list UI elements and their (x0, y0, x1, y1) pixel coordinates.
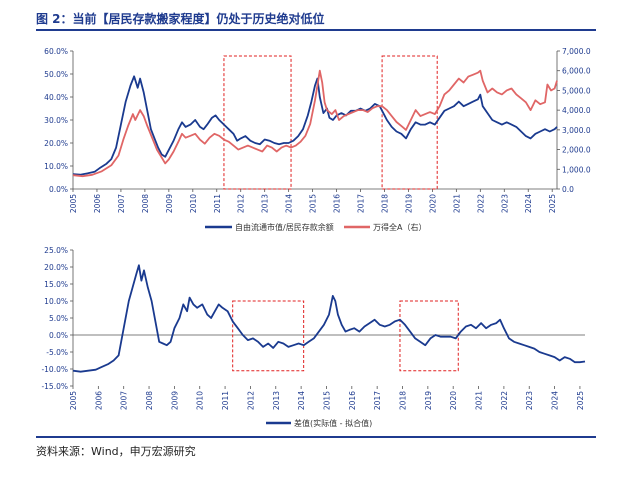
highlight-box (399, 300, 459, 372)
source-note: 资料来源：Wind，申万宏源研究 (36, 445, 196, 458)
top-chart: 0.0% 10.0% 20.0% 30.0% 40.0% 50.0% 60.0% 0.0 1,0… (44, 47, 591, 232)
y-right-tick-label: 3,000.0 (562, 126, 591, 135)
y-right-tick-label: 5,000.0 (562, 86, 591, 95)
y-left-tick-label: 20.0% (44, 139, 68, 148)
x-tick-label: 2014 (297, 391, 306, 410)
series-line-1 (72, 264, 586, 373)
x-tick-label: 2023 (500, 194, 509, 213)
x-tick-label: 2021 (452, 194, 461, 213)
legend-label-1: 差值(实际值 - 拟合值) (294, 418, 372, 428)
x-tick-label: 2011 (221, 391, 230, 410)
x-tick-label: 2005 (69, 194, 78, 213)
x-tick-label: 2021 (475, 391, 484, 410)
x-tick-label: 2022 (500, 391, 509, 410)
x-tick-label: 2006 (93, 194, 102, 213)
x-tick-label: 2012 (237, 194, 246, 213)
x-tick-label: 2005 (69, 391, 78, 410)
x-tick-label: 2020 (449, 391, 458, 410)
x-tick-label: 2022 (476, 194, 485, 213)
x-tick-label: 2016 (348, 391, 357, 410)
x-tick-label: 2024 (551, 391, 560, 410)
x-tick-label: 2020 (428, 194, 437, 213)
y-left-tick-label: 0.0% (49, 185, 68, 194)
y-right-tick-label: 7,000.0 (562, 47, 591, 56)
x-tick-label: 2006 (94, 391, 103, 410)
x-tick-label: 2018 (399, 391, 408, 410)
y-tick-label: 20.0% (44, 263, 68, 272)
x-tick-label: 2013 (261, 194, 270, 213)
x-tick-label: 2013 (272, 391, 281, 410)
x-tick-label: 2014 (285, 194, 294, 213)
y-tick-label: 0.0% (49, 331, 68, 340)
y-right-tick-label: 4,000.0 (562, 106, 591, 115)
y-right-tick-label: 1,000.0 (562, 165, 591, 174)
x-tick-label: 2016 (333, 194, 342, 213)
x-tick-label: 2010 (189, 194, 198, 213)
x-tick-label: 2008 (145, 391, 154, 410)
x-tick-label: 2023 (525, 391, 534, 410)
series-line-2 (72, 69, 558, 178)
title-rule (36, 29, 596, 31)
x-tick-label: 2018 (380, 194, 389, 213)
x-tick-label: 2007 (120, 391, 129, 410)
y-left-tick-label: 10.0% (44, 162, 68, 171)
y-tick-label: 5.0% (49, 314, 68, 323)
y-right-tick-label: 2,000.0 (562, 146, 591, 155)
y-left-tick-label: 50.0% (44, 70, 68, 79)
x-tick-label: 2011 (213, 194, 222, 213)
y-tick-label: -10.0% (41, 365, 68, 374)
y-right-tick-label: 0.0 (562, 185, 574, 194)
x-tick-label: 2007 (117, 194, 126, 213)
x-tick-label: 2010 (196, 391, 205, 410)
x-tick-label: 2009 (165, 194, 174, 213)
x-tick-label: 2019 (424, 391, 433, 410)
y-left-tick-label: 40.0% (44, 93, 68, 102)
figure-title: 图 2：当前【居民存款搬家程度】仍处于历史绝对低位 (36, 12, 325, 26)
x-tick-label: 2024 (524, 194, 533, 213)
y-right-tick-label: 6,000.0 (562, 67, 591, 76)
series-line-1 (72, 75, 558, 176)
highlight-box (232, 300, 305, 372)
x-tick-label: 2015 (322, 391, 331, 410)
y-tick-label: 25.0% (44, 246, 68, 255)
y-left-tick-label: 60.0% (44, 47, 68, 56)
x-tick-label: 2019 (404, 194, 413, 213)
y-tick-label: -15.0% (41, 382, 68, 391)
y-tick-label: 15.0% (44, 280, 68, 289)
legend-label-1: 自由流通市值/居民存款余额 (235, 222, 334, 232)
x-tick-label: 2008 (141, 194, 150, 213)
x-tick-label: 2012 (246, 391, 255, 410)
y-tick-label: -5.0% (46, 348, 68, 357)
x-tick-label: 2025 (576, 391, 585, 410)
x-tick-label: 2015 (309, 194, 318, 213)
x-tick-label: 2025 (548, 194, 557, 213)
highlight-box (223, 55, 292, 190)
x-tick-label: 2017 (373, 391, 382, 410)
bottom-chart: -15.0% -10.0% -5.0% 0.0% 5.0% 10.0% 15.0% 20.0%… (41, 246, 586, 428)
legend-label-2: 万得全A（右） (373, 222, 426, 232)
y-left-tick-label: 30.0% (44, 116, 68, 125)
y-tick-label: 10.0% (44, 297, 68, 306)
x-tick-label: 2017 (357, 194, 366, 213)
source-rule (36, 436, 596, 438)
x-tick-label: 2009 (170, 391, 179, 410)
